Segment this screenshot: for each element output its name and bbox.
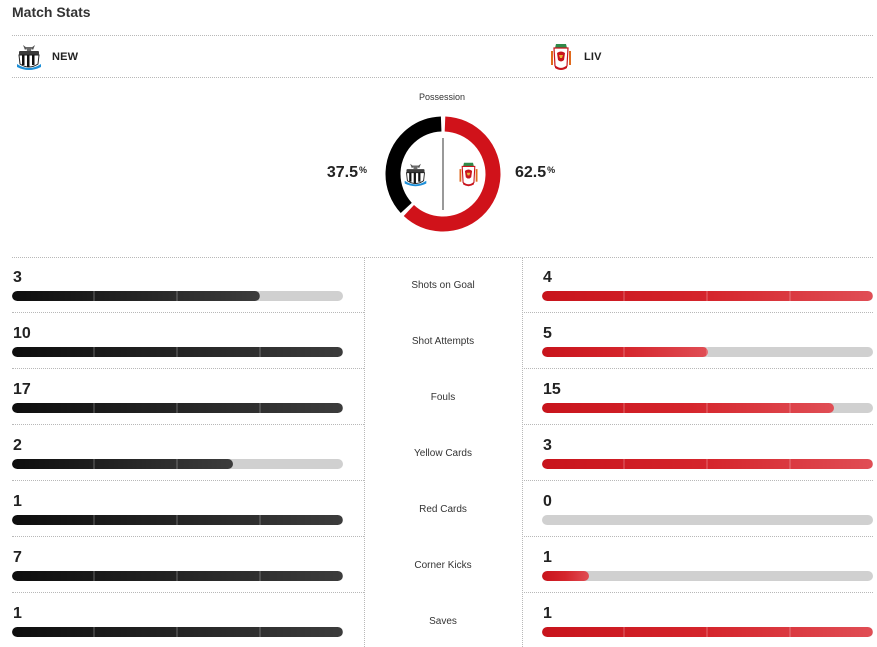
away-team-abbr: LIV [584, 51, 602, 63]
divider [522, 480, 873, 481]
divider [522, 424, 873, 425]
away-stat-value: 5 [543, 325, 552, 342]
stat-row: 1 Saves 1 [0, 593, 877, 647]
possession-donut-chart [385, 116, 501, 232]
home-possession-arc [385, 116, 501, 232]
stat-row: 3 Shots on Goal 4 [0, 257, 877, 313]
stat-label: Fouls [430, 391, 456, 403]
home-stat-bar-fill [12, 403, 343, 413]
stat-label: Yellow Cards [414, 447, 472, 459]
away-stat-bar-fill [542, 627, 873, 637]
divider [522, 312, 873, 313]
liverpool-crest-icon [551, 44, 571, 70]
away-possession-arc [385, 116, 501, 232]
home-stat-bar [12, 403, 343, 413]
home-stat-value: 3 [13, 269, 22, 286]
page-title: Match Stats [12, 4, 91, 20]
away-stat-value: 1 [543, 605, 552, 622]
newcastle-crest-icon [404, 163, 427, 187]
home-stat-bar-fill [12, 627, 343, 637]
away-stat-bar [542, 459, 873, 469]
stat-row: 7 Corner Kicks 1 [0, 537, 877, 593]
stat-row: 1 Red Cards 0 [0, 481, 877, 537]
away-stat-bar-fill [542, 403, 834, 413]
away-stat-bar [542, 571, 873, 581]
home-stat-bar-fill [12, 459, 233, 469]
divider [12, 424, 364, 425]
divider [12, 480, 364, 481]
home-stat-value: 10 [13, 325, 31, 342]
home-stat-bar-fill [12, 515, 343, 525]
home-stat-bar [12, 291, 343, 301]
home-stat-value: 1 [13, 605, 22, 622]
home-stat-bar [12, 347, 343, 357]
home-stat-value: 1 [13, 493, 22, 510]
divider [12, 35, 873, 36]
away-stat-value: 15 [543, 381, 561, 398]
away-stat-bar [542, 627, 873, 637]
divider [12, 592, 364, 593]
home-stat-bar [12, 571, 343, 581]
possession-label: Possession [418, 92, 466, 102]
stat-row: 17 Fouls 15 [0, 369, 877, 425]
stats-table: 3 Shots on Goal 4 10 Shot Attempts 5 17 Fouls 15… [0, 257, 877, 647]
away-stat-bar [542, 347, 873, 357]
divider [522, 536, 873, 537]
divider [12, 312, 364, 313]
liverpool-crest-icon [459, 162, 478, 187]
home-stat-bar-fill [12, 571, 343, 581]
stat-label: Shot Attempts [411, 335, 475, 347]
away-stat-bar [542, 291, 873, 301]
divider [12, 536, 364, 537]
home-stat-bar-fill [12, 347, 343, 357]
column-divider [522, 257, 523, 647]
stat-row: 2 Yellow Cards 3 [0, 425, 877, 481]
home-stat-bar [12, 515, 343, 525]
away-stat-bar [542, 515, 873, 525]
away-stat-bar-fill [542, 291, 873, 301]
divider [12, 368, 364, 369]
stat-label: Red Cards [419, 503, 467, 515]
away-stat-bar-fill [542, 571, 590, 581]
newcastle-crest-icon [17, 45, 41, 70]
stat-label: Corner Kicks [414, 559, 472, 571]
divider [12, 77, 873, 78]
home-stat-value: 17 [13, 381, 31, 398]
away-stat-value: 3 [543, 437, 552, 454]
home-stat-value: 2 [13, 437, 22, 454]
away-stat-bar-fill [542, 459, 873, 469]
stat-label: Saves [429, 615, 457, 627]
home-stat-value: 7 [13, 549, 22, 566]
away-stat-value: 4 [543, 269, 552, 286]
stat-row: 10 Shot Attempts 5 [0, 313, 877, 369]
away-stat-bar [542, 403, 873, 413]
home-possession-value: 37.5% [326, 164, 367, 181]
away-stat-value: 0 [543, 493, 552, 510]
divider [522, 368, 873, 369]
home-team-abbr: NEW [52, 51, 79, 63]
home-team: NEW [14, 42, 78, 72]
away-stat-bar-fill [542, 347, 708, 357]
away-team: LIV [546, 42, 602, 72]
home-stat-bar [12, 627, 343, 637]
home-stat-bar [12, 459, 343, 469]
column-divider [364, 257, 365, 647]
stat-label: Shots on Goal [411, 279, 475, 291]
away-stat-value: 1 [543, 549, 552, 566]
home-stat-bar-fill [12, 291, 261, 301]
divider [522, 592, 873, 593]
away-possession-value: 62.5% [515, 164, 556, 181]
